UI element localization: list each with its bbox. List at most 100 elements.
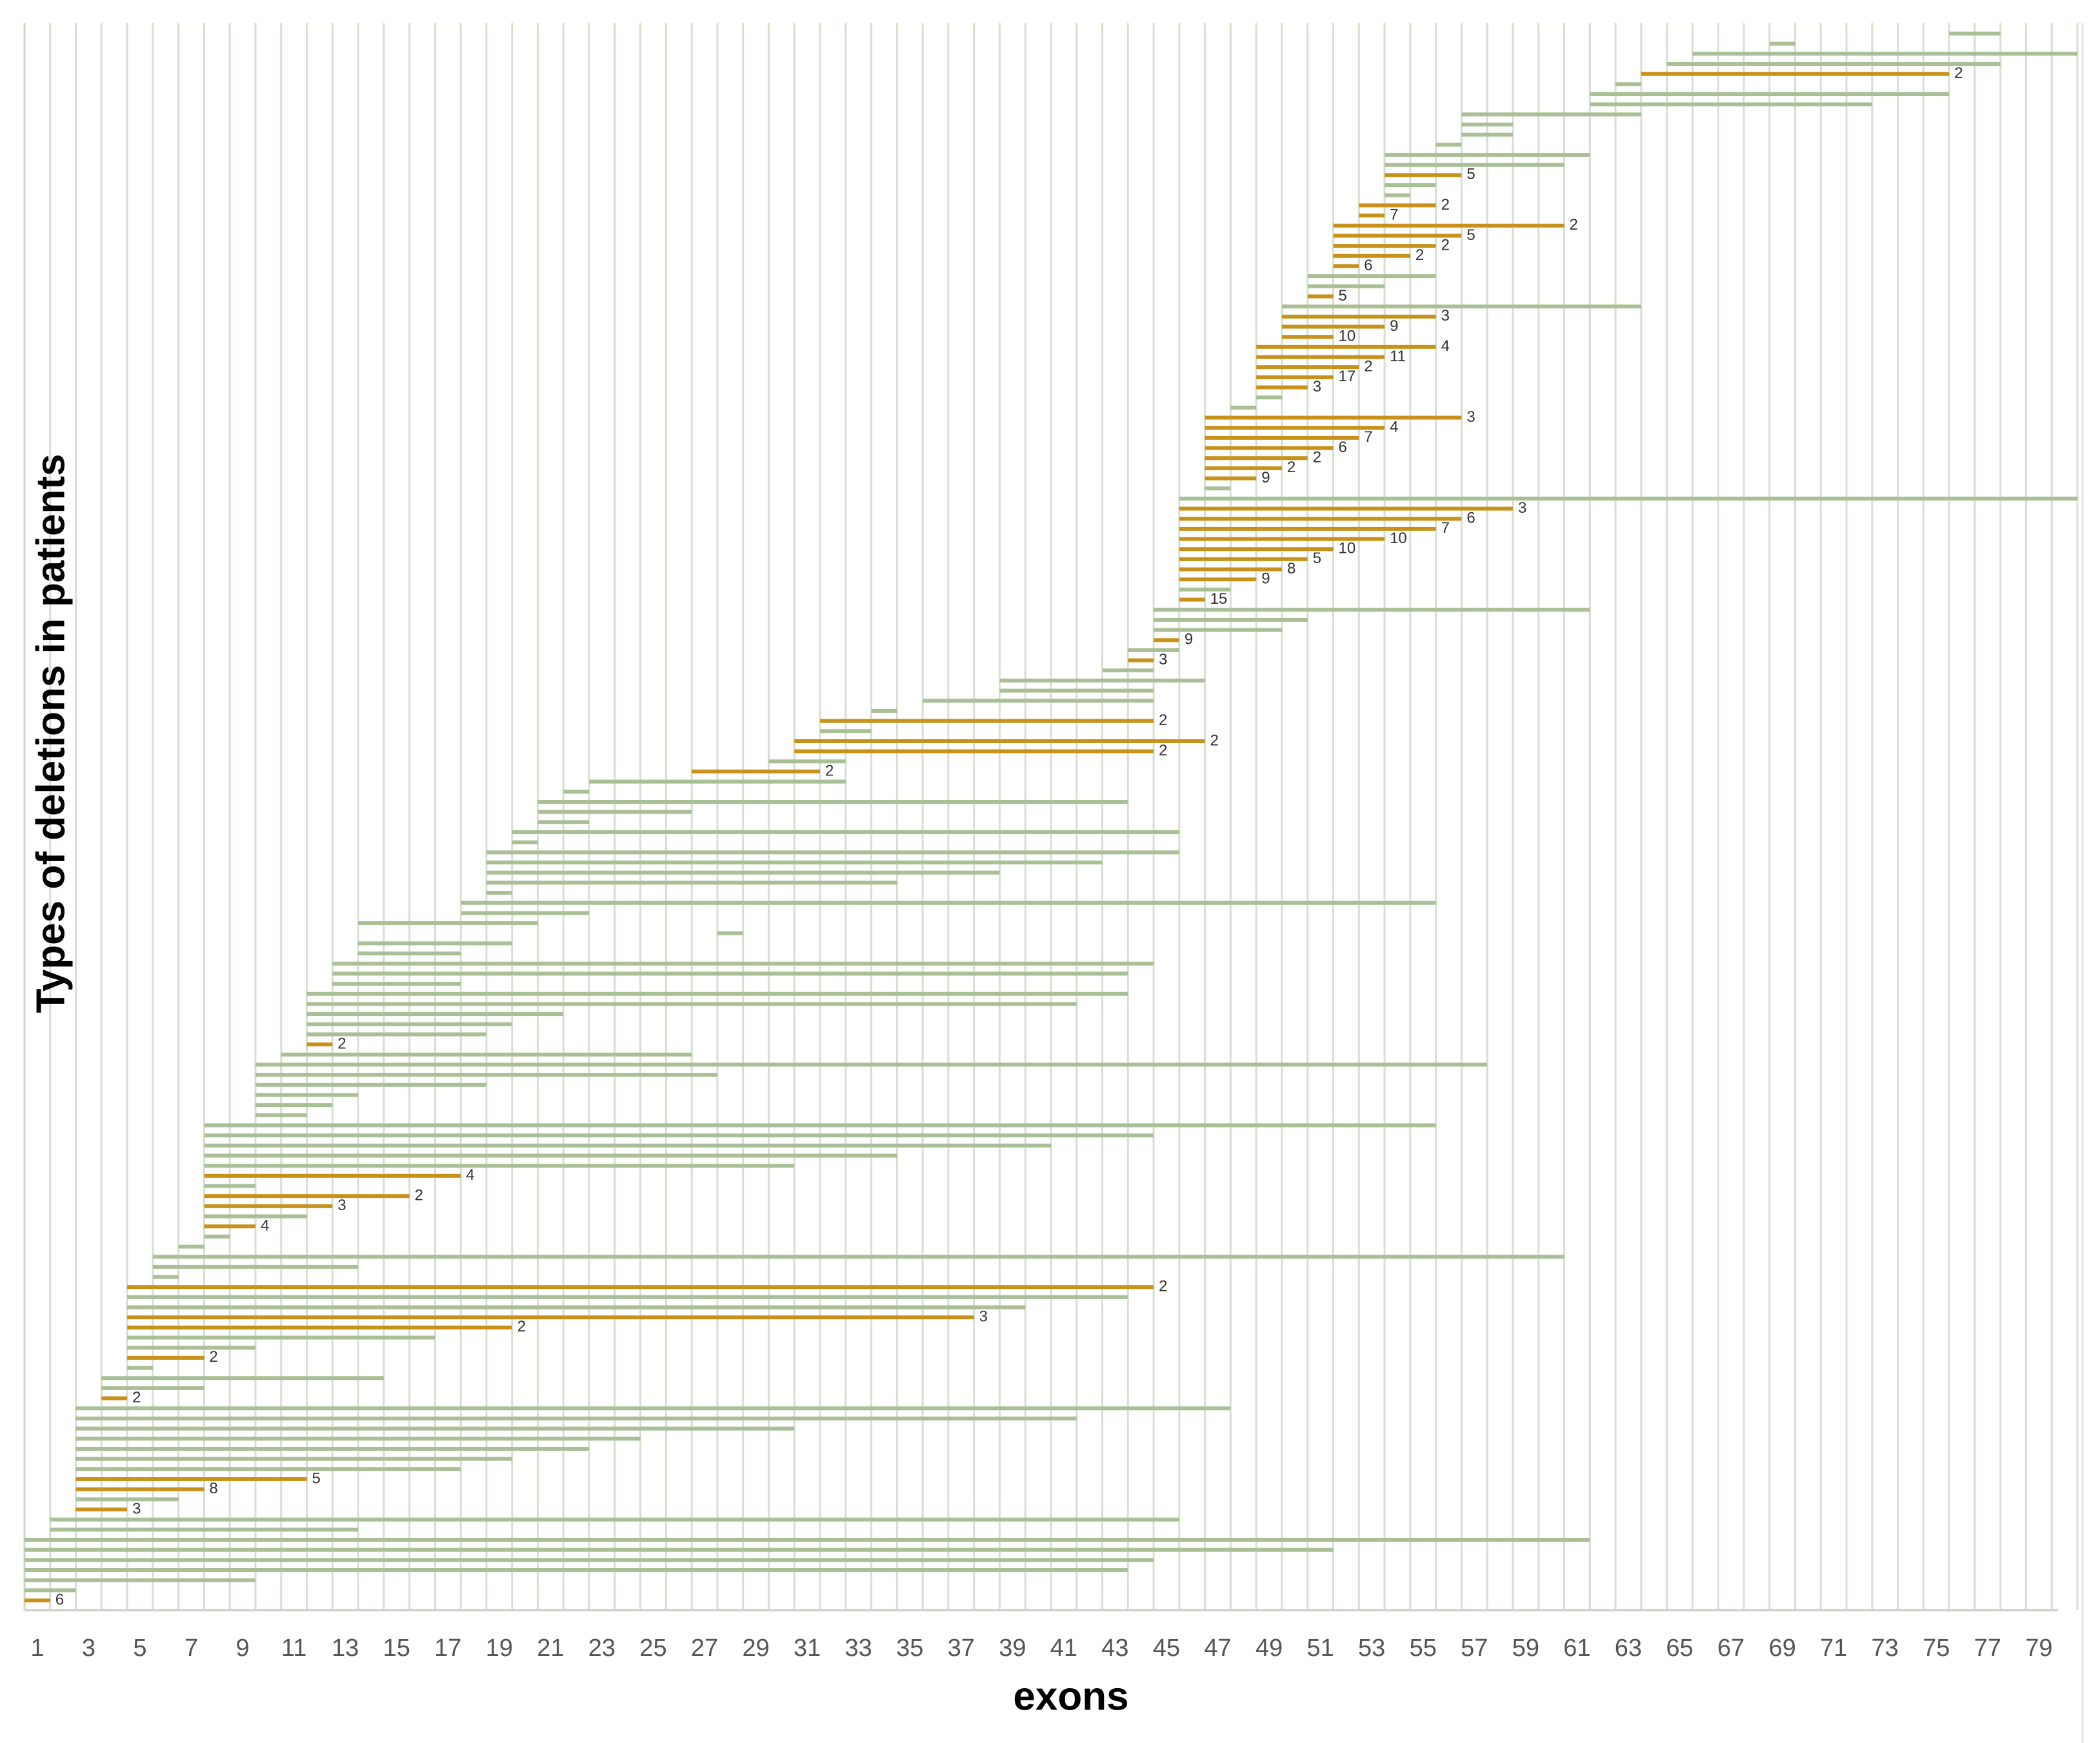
x-tick-label: 67: [1717, 1635, 1745, 1662]
deletion-bar: [999, 678, 1205, 682]
deletion-bar: [178, 1244, 205, 1249]
deletion-bar: [820, 719, 1154, 723]
deletion-bar: [75, 1446, 590, 1451]
deletion-bar: [358, 951, 461, 956]
count-label: 9: [1185, 631, 1193, 648]
deletion-bar: [127, 1295, 1128, 1299]
x-tick-label: 5: [133, 1635, 146, 1662]
deletion-bar: [1179, 567, 1282, 572]
deletion-bar: [486, 891, 512, 895]
x-tick-label: 3: [82, 1635, 95, 1662]
count-label: 3: [337, 1197, 346, 1214]
x-tick-label: 53: [1358, 1635, 1385, 1662]
deletion-bar: [1435, 143, 1462, 147]
deletion-bar: [486, 850, 1179, 855]
x-tick-label: 19: [486, 1635, 513, 1662]
deletion-bar: [255, 1103, 333, 1108]
deletion-bar: [332, 971, 1128, 976]
deletion-bar: [127, 1285, 1154, 1290]
deletion-bar: [1461, 123, 1513, 127]
deletion-bar: [204, 1214, 307, 1219]
x-tick-label: 17: [434, 1635, 461, 1662]
deletion-bar: [1179, 537, 1385, 541]
count-label: 2: [415, 1187, 423, 1204]
deletion-bar: [25, 1548, 1334, 1552]
count-label: 5: [1466, 166, 1475, 183]
deletion-bar: [75, 1477, 307, 1481]
deletion-bar: [1205, 466, 1282, 470]
x-tick-label: 25: [639, 1635, 666, 1662]
count-label: 2: [1364, 357, 1372, 375]
count-label: 2: [1570, 216, 1578, 234]
x-tick-label: 57: [1461, 1635, 1488, 1662]
x-tick-label: 11: [281, 1635, 306, 1662]
deletion-bar: [127, 1335, 435, 1340]
deletion-bar: [589, 779, 846, 784]
deletion-bar: [1256, 355, 1385, 359]
deletion-bar: [717, 931, 743, 935]
deletion-bar: [1461, 132, 1513, 137]
count-label: 2: [132, 1389, 141, 1406]
count-label: 3: [1159, 651, 1167, 668]
deletion-bar: [1179, 587, 1231, 592]
deletion-bar: [1692, 52, 2077, 56]
count-label: 2: [825, 762, 834, 779]
count-label: 7: [1441, 519, 1450, 537]
deletion-bar: [75, 1416, 1077, 1420]
deletion-bar: [1281, 314, 1436, 319]
deletion-bar: [1590, 102, 1872, 106]
count-label: 6: [1364, 257, 1372, 274]
x-tick-label: 61: [1563, 1635, 1590, 1662]
count-label: 3: [1518, 499, 1526, 517]
deletion-bar: [25, 1578, 255, 1582]
deletion-bar: [25, 1537, 1590, 1542]
count-label: 2: [1159, 742, 1167, 759]
column-lines: [49, 23, 2079, 1610]
x-tick-label: 1: [30, 1635, 44, 1662]
deletion-bar: [306, 1012, 564, 1017]
deletion-bar: [1179, 526, 1436, 531]
count-label: 2: [1441, 236, 1450, 254]
count-label: 7: [1390, 206, 1398, 223]
deletion-bar: [1615, 82, 1641, 86]
deletion-bar: [75, 1487, 205, 1491]
x-axis-title: exons: [1013, 1674, 1128, 1718]
deletion-bar: [1333, 223, 1565, 228]
deletion-bar: [255, 1093, 359, 1097]
deletion-bar: [820, 729, 872, 733]
deletion-bar: [1179, 517, 1462, 521]
x-tick-label: 45: [1153, 1635, 1180, 1662]
count-label: 5: [1466, 226, 1475, 244]
count-label: 17: [1339, 368, 1356, 385]
deletion-bar: [152, 1264, 359, 1269]
x-tick-label: 35: [896, 1635, 923, 1662]
deletion-bar: [306, 1002, 1077, 1006]
count-label: 5: [1313, 550, 1321, 567]
deletion-bar: [1359, 214, 1385, 218]
deletion-bar: [25, 1568, 1128, 1572]
deletion-bar: [75, 1426, 795, 1431]
count-label: 2: [209, 1348, 217, 1366]
deletion-bar: [1205, 456, 1308, 461]
deletion-bar: [1333, 264, 1359, 268]
count-label: 6: [1339, 439, 1347, 456]
x-tick-label: 63: [1615, 1635, 1642, 1662]
deletion-bar: [255, 1073, 717, 1077]
deletion-bar: [204, 1123, 1436, 1128]
count-label: 2: [1210, 732, 1219, 749]
deletion-bar: [127, 1305, 1026, 1310]
deletion-bar: [75, 1507, 128, 1511]
deletion-bar: [332, 982, 461, 986]
x-tick-label: 69: [1768, 1635, 1795, 1662]
deletion-bar: [1333, 234, 1462, 238]
x-tick-label: 21: [537, 1635, 564, 1662]
deletion-bar: [1205, 426, 1385, 430]
deletion-bar: [1385, 153, 1590, 157]
x-tick-label: 37: [948, 1635, 975, 1662]
deletion-bar: [332, 961, 1154, 966]
x-tick-label: 13: [332, 1635, 359, 1662]
count-label: 2: [1441, 196, 1450, 214]
deletion-bar: [50, 1517, 1179, 1522]
deletion-bar: [1461, 112, 1641, 117]
